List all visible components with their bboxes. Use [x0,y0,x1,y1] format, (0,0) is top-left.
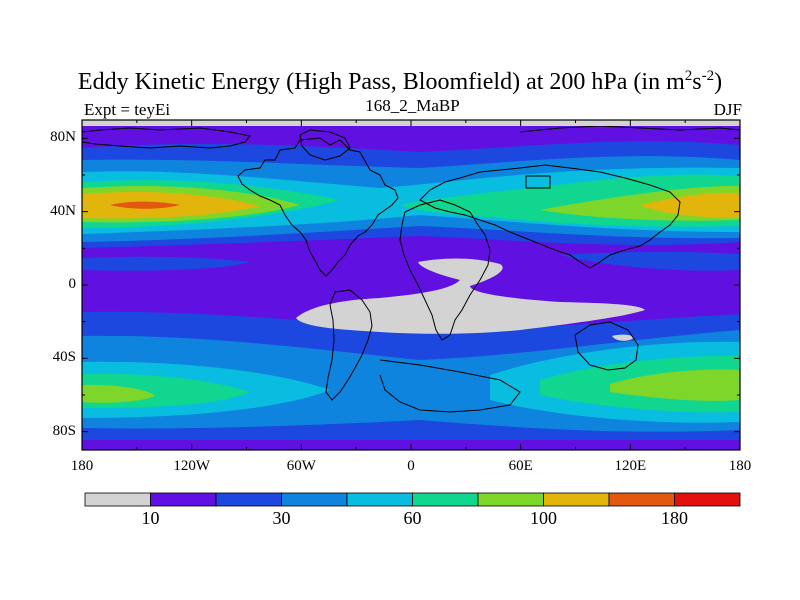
lat-tick-label: 80N [50,129,76,146]
tropical-low-islet [612,334,634,341]
lat-tick-label: 0 [68,276,77,292]
colorbar-box [281,492,348,507]
colorbar [84,492,741,507]
colorbar-box [215,492,282,507]
colorbar-box [346,492,413,507]
tropical-low-region [296,258,645,334]
eke-field [82,120,740,450]
lon-tick-label: 120W [173,458,210,474]
colorbar-box [150,492,217,507]
colorbar-box [674,492,741,507]
colorbar-box [543,492,610,507]
lon-tick-label: 180 [70,458,94,474]
season-label: DJF [713,100,742,119]
arctic-coast-west [82,127,251,149]
lon-tick-label: 120E [614,458,647,474]
lat-tick-label: 40N [50,202,76,219]
australia-outline [574,321,639,371]
colorbar-box [84,492,151,507]
southern-island-outline [379,359,521,413]
experiment-label: Expt = teyEi [84,100,171,119]
tick-marks [81,120,741,450]
lon-tick-label: 0 [407,458,415,474]
colorbar-label: 30 [272,508,291,528]
lat-tick-label: 40S [52,349,76,366]
lon-tick-label: 60E [508,458,533,474]
sh-pacific-100 [82,384,155,403]
colorbar-label: 60 [403,508,422,528]
colorbar-label: 10 [141,508,160,528]
nh-atlantic-130 [640,192,740,218]
colorbar-label: 180 [661,508,688,528]
colorbar-box [412,492,479,507]
case-label: 168_2_MaBP [365,96,460,115]
south-america-outline [325,289,373,401]
nh-pacific-180 [110,201,180,209]
greenland-outline [299,129,351,161]
arctic-coast-east [519,125,740,133]
africa-outline [399,199,491,341]
lon-tick-label: 60W [286,458,316,474]
eurasia-outline [419,164,681,269]
coastlines [82,125,740,413]
nh-low-tongue-east [560,251,740,271]
colorbar-box [477,492,544,507]
lat-tick-label: 80S [52,422,76,439]
nh-low-tongue-west [82,256,250,271]
colorbar-label: 100 [530,508,557,528]
lake-outline [525,175,551,189]
sh-indian-100 [610,369,740,401]
colorbar-box [608,492,675,507]
plot-title: Eddy Kinetic Energy (High Pass, Bloomfie… [77,68,723,95]
lon-tick-label: 180 [728,458,752,474]
north-america-outline [237,137,399,277]
